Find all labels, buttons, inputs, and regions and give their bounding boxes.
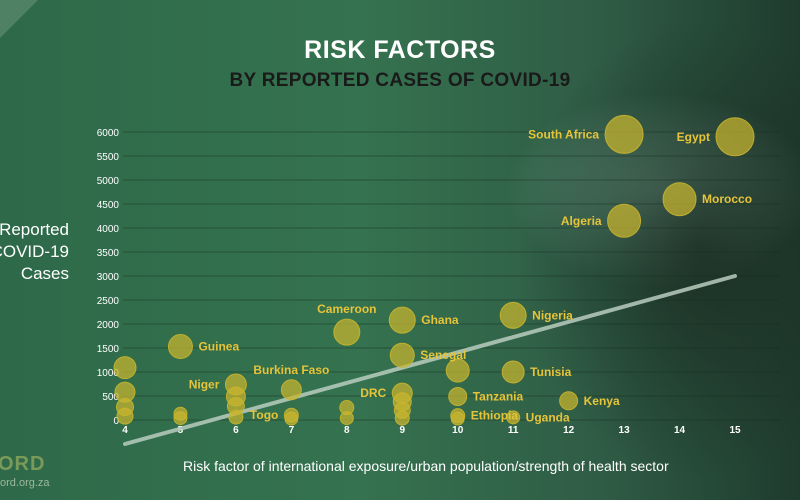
data-point	[389, 342, 415, 368]
x-tick-label: 10	[452, 425, 464, 436]
y-tick-label: 1500	[97, 344, 120, 355]
data-label: Tanzania	[473, 389, 524, 403]
y-tick-label: 3000	[97, 272, 120, 283]
data-label: Algeria	[561, 214, 602, 228]
x-tick-label: 13	[619, 425, 631, 436]
data-point	[499, 301, 527, 329]
x-axis-label: Risk factor of international exposure/ur…	[183, 458, 669, 474]
data-label: Uganda	[526, 410, 570, 424]
data-point	[333, 318, 361, 346]
data-point	[173, 411, 188, 426]
x-tick-label: 6	[233, 425, 239, 436]
data-label: Guinea	[198, 340, 239, 354]
data-point	[450, 411, 465, 426]
x-tick-label: 14	[674, 425, 686, 436]
data-point	[715, 117, 755, 157]
data-point	[394, 410, 410, 426]
data-label: Senegal	[420, 348, 466, 362]
data-label: South Africa	[528, 127, 599, 141]
x-tick-label: 11	[508, 425, 519, 436]
data-point	[284, 411, 299, 426]
data-label: Tunisia	[530, 365, 571, 379]
data-label: Morocco	[702, 192, 752, 206]
y-tick-label: 2500	[97, 296, 120, 307]
x-tick-label: 8	[344, 425, 350, 436]
data-label: DRC	[360, 386, 386, 400]
data-point	[339, 411, 354, 426]
y-tick-label: 4500	[97, 200, 120, 211]
data-point	[113, 356, 137, 380]
data-point	[559, 391, 579, 411]
y-tick-label: 4000	[97, 224, 120, 235]
y-tick-label: 2000	[97, 320, 120, 331]
data-label: Nigeria	[532, 308, 573, 322]
data-point	[445, 358, 470, 383]
data-point	[388, 306, 416, 334]
data-point	[167, 334, 193, 360]
y-tick-label: 0	[113, 416, 119, 427]
trend-line	[123, 274, 737, 446]
x-tick-label: 9	[399, 425, 405, 436]
x-tick-label: 15	[729, 425, 741, 436]
corner-decoration	[0, 0, 38, 38]
data-label: Cameroon	[317, 302, 376, 316]
x-tick-label: 4	[122, 425, 128, 436]
data-point	[506, 410, 521, 425]
data-label: Niger	[189, 377, 220, 391]
data-label: Burkina Faso	[253, 363, 329, 377]
brand-url: ord.org.za	[0, 477, 50, 489]
data-label: Ethiopia	[471, 409, 519, 423]
y-tick-label: 5000	[97, 176, 120, 187]
chart-subtitle: BY REPORTED CASES OF COVID-19	[229, 70, 571, 91]
data-label: Kenya	[584, 394, 620, 408]
data-point	[280, 379, 302, 401]
data-point	[448, 386, 468, 406]
y-tick-label: 5500	[97, 152, 120, 163]
y-tick-label: 1000	[97, 368, 120, 379]
data-point	[604, 114, 644, 154]
y-tick-label: 3500	[97, 248, 120, 259]
y-tick-label: 500	[102, 392, 119, 403]
data-point	[662, 182, 697, 217]
brand-logo: ORD	[0, 453, 46, 475]
data-label: Togo	[250, 408, 278, 422]
x-tick-label: 7	[289, 425, 295, 436]
data-point	[501, 360, 525, 384]
data-point	[228, 409, 244, 425]
x-tick-label: 12	[563, 425, 575, 436]
data-point	[607, 203, 642, 238]
y-tick-label: 6000	[97, 128, 120, 139]
y-axis-label: Reported COVID-19 Cases	[0, 220, 69, 283]
data-point	[116, 407, 134, 425]
data-label: Egypt	[677, 130, 710, 144]
data-label: Ghana	[421, 313, 459, 327]
chart-title: RISK FACTORS	[304, 36, 496, 64]
